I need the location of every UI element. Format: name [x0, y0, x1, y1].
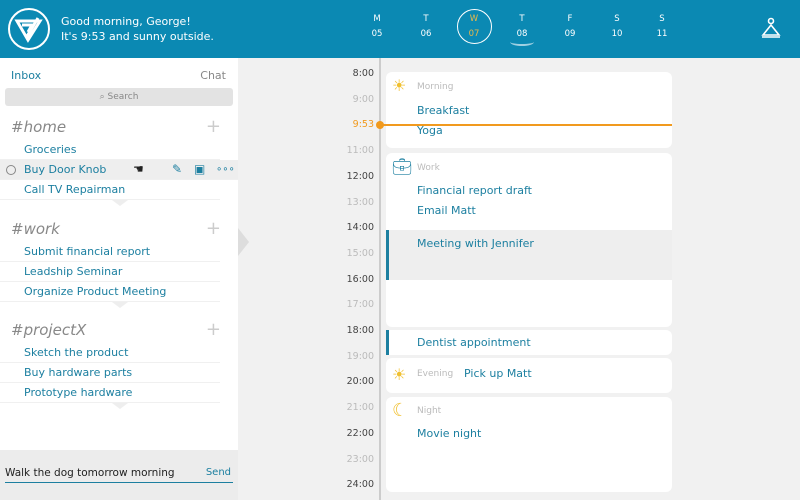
list-item[interactable]: Prototype hardware [0, 383, 220, 403]
sunrise-icon: ☀ [392, 76, 407, 95]
meditating-person-icon[interactable] [760, 17, 782, 44]
work-card[interactable]: 💼︎ Work Financial report draft Email Mat… [386, 153, 672, 327]
event[interactable]: Yoga [417, 124, 443, 137]
calendar-clock-icon[interactable]: ▣ [194, 162, 206, 176]
sidebar: Inbox Chat ⌕ Search #home + Groceries Bu… [0, 58, 238, 500]
list-item[interactable]: Leadship Seminar [0, 262, 220, 282]
section-title: #home [11, 118, 67, 136]
day-fri[interactable]: F 09 [564, 14, 576, 39]
collapse-caret[interactable] [112, 200, 128, 206]
time-label: 18:00 [346, 325, 374, 336]
list-item[interactable]: Organize Product Meeting [0, 282, 220, 302]
time-label: 9:00 [352, 93, 374, 105]
list-item[interactable]: Groceries [0, 140, 220, 160]
category-label: Work [417, 163, 440, 173]
timeline-axis [379, 58, 381, 500]
day-mon[interactable]: M 05 [371, 14, 383, 39]
send-button[interactable]: Send [205, 467, 231, 478]
greeting-title: Good morning, George! [61, 15, 191, 28]
more-icon[interactable]: ∘∘∘ [216, 164, 235, 175]
time-label: 8:00 [352, 68, 374, 79]
moon-icon: ☾ [392, 400, 409, 421]
greeting-status: It's 9:53 and sunny outside. [61, 30, 214, 43]
dentist-card[interactable]: Dentist appointment [386, 330, 672, 355]
day-sun[interactable]: S 11 [656, 14, 668, 39]
section-title: #projectX [11, 321, 87, 339]
event[interactable]: Financial report draft [417, 184, 532, 197]
compose-bar: Walk the dog tomorrow morning Send [0, 450, 238, 500]
time-label: 24:00 [346, 479, 374, 491]
panel-pointer [238, 228, 249, 256]
tab-chat[interactable]: Chat [200, 69, 226, 82]
meeting-block[interactable]: Meeting with Jennifer [386, 230, 672, 280]
sunset-icon: ☀ [392, 365, 407, 384]
briefcase-icon: 💼︎ [392, 157, 413, 176]
night-card[interactable]: ☾ Night Movie night [386, 397, 672, 492]
current-time-dot [376, 121, 384, 129]
hover-indicator [510, 38, 534, 46]
morning-card[interactable]: ☀ Morning Breakfast Yoga [386, 72, 672, 148]
day-wed[interactable]: W 07 [468, 14, 480, 39]
time-label: 16:00 [346, 273, 374, 285]
current-time-line [380, 124, 672, 126]
app-header: Good morning, George! It's 9:53 and sunn… [0, 0, 800, 58]
day-tue[interactable]: T 06 [420, 14, 432, 39]
day-thu[interactable]: T 08 [516, 14, 528, 39]
day-sat[interactable]: S 10 [611, 14, 623, 39]
evening-card[interactable]: ☀ Evening Pick up Matt [386, 358, 672, 393]
hand-cursor-icon: ☚ [133, 162, 144, 176]
search-input[interactable]: ⌕ Search [5, 88, 233, 106]
list-item[interactable]: Buy hardware parts [0, 363, 220, 383]
time-label: 12:00 [346, 170, 374, 182]
time-label: 17:00 [346, 299, 374, 311]
collapse-caret[interactable] [112, 302, 128, 308]
category-label: Morning [417, 82, 454, 92]
section-work: #work + Submit financial report Leadship… [0, 216, 238, 308]
event: Dentist appointment [417, 336, 531, 349]
list-item[interactable]: Sketch the product [0, 343, 220, 363]
app-logo[interactable] [8, 8, 50, 50]
time-label: 19:00 [346, 350, 374, 362]
collapse-caret[interactable] [112, 403, 128, 409]
selected-day-ring [457, 9, 492, 44]
category-label: Night [417, 406, 442, 416]
time-label: 15:00 [346, 247, 374, 259]
event[interactable]: Pick up Matt [464, 367, 532, 380]
time-label: 9:53 [352, 119, 374, 131]
time-label: 22:00 [346, 427, 374, 439]
pencil-icon[interactable]: ✎ [172, 162, 183, 176]
greeting: Good morning, George! It's 9:53 and sunn… [61, 14, 214, 44]
new-task-input[interactable]: Walk the dog tomorrow morning Send [5, 465, 233, 483]
complete-checkbox[interactable] [6, 165, 16, 175]
list-item[interactable]: Submit financial report [0, 242, 220, 262]
event[interactable]: Email Matt [417, 204, 476, 217]
section-title: #work [11, 220, 60, 238]
time-label: 20:00 [346, 376, 374, 388]
time-label: 23:00 [346, 453, 374, 465]
event[interactable]: Movie night [417, 427, 482, 440]
time-label: 14:00 [346, 222, 374, 234]
list-item-hovered[interactable]: Buy Door Knob ☚ ✎ ▣ ∘∘∘ [0, 160, 238, 180]
time-label: 21:00 [346, 402, 374, 414]
add-icon[interactable]: + [205, 218, 221, 239]
event[interactable]: Breakfast [417, 104, 470, 117]
list-item[interactable]: Call TV Repairman [0, 180, 220, 200]
category-label: Evening [417, 369, 454, 379]
add-icon[interactable]: + [205, 116, 221, 137]
search-icon: ⌕ [99, 92, 108, 102]
section-home: #home + Groceries Buy Door Knob ☚ ✎ ▣ ∘∘… [0, 114, 238, 206]
time-label: 13:00 [346, 196, 374, 208]
add-icon[interactable]: + [205, 319, 221, 340]
event: Meeting with Jennifer [417, 237, 534, 250]
time-label: 11:00 [346, 145, 374, 157]
tab-inbox[interactable]: Inbox [11, 69, 42, 82]
section-projectx: #projectX + Sketch the product Buy hardw… [0, 317, 238, 409]
